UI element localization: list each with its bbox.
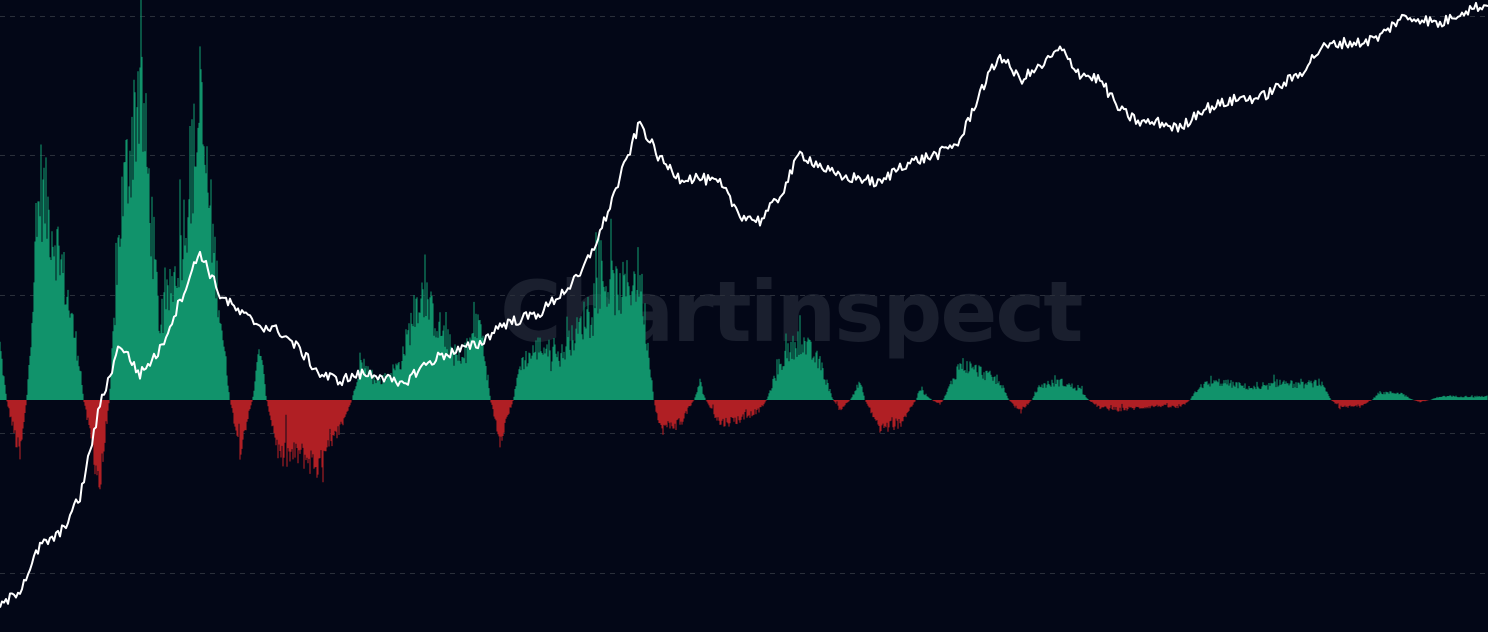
negative-bars <box>6 400 1430 490</box>
price-line-path <box>0 1 1488 608</box>
positive-bars <box>0 0 1488 400</box>
